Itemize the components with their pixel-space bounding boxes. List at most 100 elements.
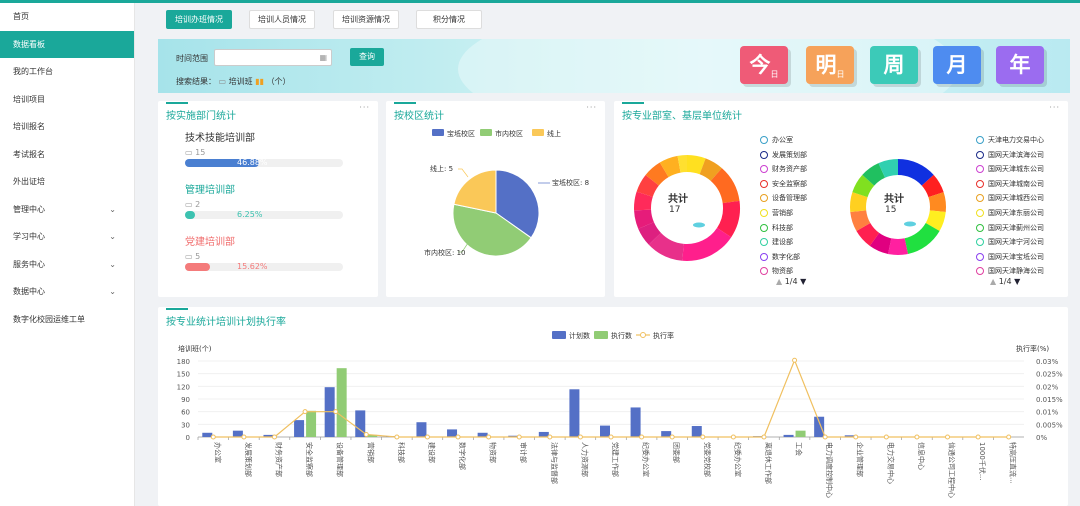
tab-points[interactable]: 积分情况 [416,10,482,29]
rate-point[interactable] [1006,434,1012,440]
donut-slice[interactable] [645,162,669,186]
next-page-icon[interactable]: ▼ [1014,277,1021,286]
more-icon[interactable]: ··· [1049,103,1060,112]
rate-point[interactable] [424,434,430,440]
tab-training-resources[interactable]: 培训资源情况 [333,10,399,29]
rate-point[interactable] [394,434,400,440]
donut-slice[interactable] [925,210,946,231]
donut-slice[interactable] [699,158,722,181]
date-range-input[interactable]: ▦ [214,49,332,66]
month-button[interactable]: 月 [933,46,981,84]
donut-slice[interactable] [898,159,934,186]
rate-point[interactable] [455,434,461,440]
bar-plan[interactable] [844,435,855,437]
query-button[interactable]: 查询 [350,48,384,66]
bar-plan[interactable] [416,422,427,437]
legend-item[interactable]: 国网天津城南公司 [976,179,1044,189]
bar-plan[interactable] [263,434,274,437]
legend-item[interactable]: 国网天津宁河公司 [976,237,1044,247]
more-icon[interactable]: ··· [586,103,597,112]
donut-slice[interactable] [904,223,940,254]
donut-slice[interactable] [634,191,653,211]
prev-page-icon[interactable]: ▲ [776,277,783,286]
bar-plan[interactable] [477,432,488,437]
legend-item[interactable]: 营销部 [760,208,793,218]
bar-plan[interactable] [783,434,794,437]
pie-slice[interactable] [452,203,532,257]
sidebar-item-9[interactable]: 服务中心 ⌄ [0,251,134,279]
rate-point[interactable] [486,434,492,440]
rate-point[interactable] [853,434,859,440]
bar-plan[interactable] [691,426,702,437]
donut-slice[interactable] [717,200,740,238]
donut-slice[interactable] [878,159,898,178]
chevron-down-icon[interactable]: ⌄ [109,232,116,241]
sidebar-item-6[interactable]: 外出证培 [0,168,134,196]
chevron-down-icon[interactable]: ⌄ [109,287,116,296]
rate-point[interactable] [302,409,308,415]
legend-item[interactable]: 国网天津滨海公司 [976,150,1044,160]
bar-plan[interactable] [294,420,305,437]
sidebar-item-11[interactable]: 数字化校园运维工单 [0,306,134,334]
donut-slice[interactable] [659,155,681,178]
rate-point[interactable] [639,434,645,440]
rate-point[interactable] [761,434,767,440]
legend-item[interactable]: 安全监察部 [760,179,807,189]
donut-slice[interactable] [856,223,880,246]
tab-training-personnel[interactable]: 培训人员情况 [249,10,315,29]
donut-slice[interactable] [888,238,908,255]
prev-page-icon[interactable]: ▲ [990,277,997,286]
donut-slice[interactable] [687,155,706,175]
rate-point[interactable] [241,434,247,440]
legend-item[interactable]: 数字化部 [760,252,800,262]
donut-slice[interactable] [928,192,946,213]
legend-item[interactable]: 国网天津蓟州公司 [976,223,1044,233]
tab-training-classes[interactable]: 培训办班情况 [166,10,232,29]
legend-item[interactable]: 国网天津宝坻公司 [976,252,1044,262]
rate-point[interactable] [210,434,216,440]
rate-point[interactable] [822,434,828,440]
donut-slice[interactable] [850,192,868,213]
tomorrow-button[interactable]: 明日 [806,46,854,84]
bar-plan[interactable] [508,435,519,437]
bar-exec[interactable] [336,368,347,437]
legend-item[interactable]: 国网天津城东公司 [976,164,1044,174]
rate-point[interactable] [669,434,675,440]
week-button[interactable]: 周 [870,46,918,84]
donut-slice[interactable] [852,174,875,198]
donut-slice[interactable] [921,174,944,198]
pie-slice[interactable] [453,169,497,214]
legend-item[interactable]: 国网天津城西公司 [976,193,1044,203]
chevron-down-icon[interactable]: ⌄ [109,259,116,269]
rate-point[interactable] [700,434,706,440]
sidebar-item-0[interactable]: 首页 [0,3,134,31]
donut-slice[interactable] [862,163,885,186]
rate-point[interactable] [577,434,583,440]
pie-slice[interactable] [495,169,540,239]
donut-slice[interactable] [682,227,732,261]
bar-plan[interactable] [538,431,549,437]
legend-item[interactable]: 科技部 [760,223,793,233]
sidebar-item-2[interactable]: 我的工作台 [0,58,134,86]
sidebar-item-1[interactable]: 数据看板 [0,30,134,58]
year-button[interactable]: 年 [996,46,1044,84]
bar-exec[interactable] [306,410,317,437]
calendar-icon[interactable]: ▦ [319,53,327,62]
legend-item[interactable]: 物资部 [760,266,793,276]
sidebar-item-10[interactable]: 数据中心 ⌄ [0,278,134,306]
rate-point[interactable] [975,434,981,440]
legend-item[interactable]: 建设部 [760,237,793,247]
next-page-icon[interactable]: ▼ [800,277,807,286]
bar-exec[interactable] [795,430,806,437]
bar-plan[interactable] [447,429,458,437]
rate-point[interactable] [883,434,889,440]
rate-point[interactable] [271,434,277,440]
legend-item[interactable]: 天津电力交易中心 [976,135,1044,145]
rate-point[interactable] [363,431,369,437]
chevron-down-icon[interactable]: ⌄ [109,204,116,214]
legend-item[interactable]: 发展策划部 [760,150,807,160]
donut-slice[interactable] [869,232,892,254]
rate-point[interactable] [914,434,920,440]
bar-plan[interactable] [355,410,366,437]
more-icon[interactable]: ··· [359,103,370,112]
